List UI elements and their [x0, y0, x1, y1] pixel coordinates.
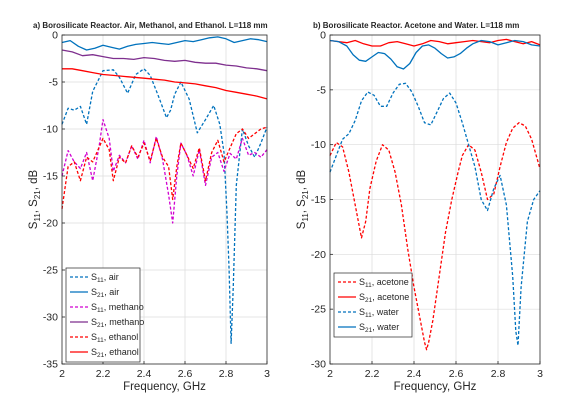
chart-a-series: [61, 36, 268, 344]
chart-a-ytick-label: -10: [43, 124, 58, 136]
chart-a-ytick-label: -5: [49, 77, 58, 89]
chart-a-legend-entry: S11, methano: [91, 302, 144, 314]
chart-a-xtick-label: 2: [59, 368, 65, 380]
chart-b-xtick-label: 2.8: [491, 368, 506, 380]
chart-b-series: [329, 38, 541, 351]
chart-a-ytick-label: -15: [43, 171, 58, 183]
chart-b-ytick-label: -10: [311, 139, 326, 151]
chart-b-xtick-label: 2.2: [365, 368, 380, 380]
chart-a-ticks: 2 2.2 2.4 2.6 2.8 3 -35 -30 -25 -20 -15 -10 -5 0: [43, 30, 270, 381]
chart-a-ytick-label: -30: [43, 312, 58, 324]
chart-b-legend: S11, acetone S21, acetone S11, water S21, w…: [333, 272, 413, 338]
chart-a-legend-entry: S21, air: [91, 287, 119, 299]
chart-a-ytick-label: 0: [52, 30, 58, 42]
chart-a-series-line-4: [61, 49, 268, 72]
chart-b-title: b) Borosilicate Reactor. Acetone and Wat…: [313, 21, 519, 30]
chart-a-series-line-1: [61, 68, 268, 344]
chart-b: b) Borosilicate Reactor. Acetone and Wat…: [296, 21, 543, 393]
chart-a-series-line-2: [61, 36, 268, 51]
chart-a-xtick-label: 2.6: [178, 368, 193, 380]
chart-a-series-line-6: [62, 68, 268, 100]
chart-a-title: a) Borosilicate Reactor. Air, Methanol, …: [33, 21, 268, 30]
chart-b-legend-entry: S21, water: [359, 322, 399, 334]
chart-a-ytick-label: -25: [43, 265, 58, 277]
chart-a-xlabel: Frequency, GHz: [123, 381, 206, 393]
chart-a-xtick-label: 3: [264, 368, 270, 380]
chart-b-ylabel: S11, S21, dB: [296, 169, 310, 229]
chart-b-ytick-label: -30: [311, 359, 326, 371]
chart-b-series-line-1: [329, 122, 541, 351]
chart-a-ytick-label: -20: [43, 218, 58, 230]
chart-b-ytick-label: -20: [311, 249, 326, 261]
chart-b-series-line-4: [329, 39, 541, 70]
chart-b-ytick-label: 0: [320, 30, 326, 42]
chart-b-series-line-2: [329, 38, 541, 47]
chart-a: a) Borosilicate Reactor. Air, Methanol, …: [28, 21, 270, 393]
chart-a-xtick-label: 2.8: [219, 368, 234, 380]
chart-b-legend-entry: S21, acetone: [359, 292, 409, 304]
chart-b-legend-entry: S11, acetone: [359, 277, 409, 289]
chart-b-xtick-label: 2: [327, 368, 333, 380]
chart-b-ticks: 2 2.2 2.4 2.6 2.8 3 -30 -25 -20 -15 -10 -5 0: [311, 30, 543, 381]
chart-b-series-line-3: [329, 82, 541, 347]
chart-a-ytick-label: -35: [43, 359, 58, 371]
chart-b-legend-entry: S11, water: [359, 307, 399, 319]
chart-b-ytick-label: -15: [311, 194, 326, 206]
chart-b-ytick-label: -25: [311, 304, 326, 316]
chart-b-xtick-label: 2.6: [449, 368, 464, 380]
chart-a-axes-box: [61, 34, 268, 365]
chart-a-legend: S11, air S21, air S11, methano S21, methano…: [65, 267, 144, 363]
chart-a-legend-entry: S11, air: [91, 272, 119, 284]
chart-a-series-line-5: [61, 126, 268, 209]
chart-a-series-line-3: [61, 118, 268, 224]
chart-a-legend-entry: S21, ethanol: [91, 347, 139, 359]
chart-a-ylabel: S11, S21, dB: [28, 169, 42, 229]
chart-b-xtick-label: 2.4: [407, 368, 422, 380]
chart-a-legend-entry: S21, methano: [91, 317, 144, 329]
chart-b-ytick-label: -5: [317, 84, 326, 96]
chart-a-legend-entry: S11, ethanol: [91, 332, 138, 344]
chart-b-xtick-label: 3: [537, 368, 543, 380]
chart-a-legend-box: [65, 267, 141, 363]
chart-a-xtick-label: 2.4: [137, 368, 152, 380]
chart-b-xlabel: Frequency, GHz: [394, 381, 477, 393]
chart-a-xtick-label: 2.2: [96, 368, 111, 380]
chart-b-legend-box: [333, 272, 413, 338]
